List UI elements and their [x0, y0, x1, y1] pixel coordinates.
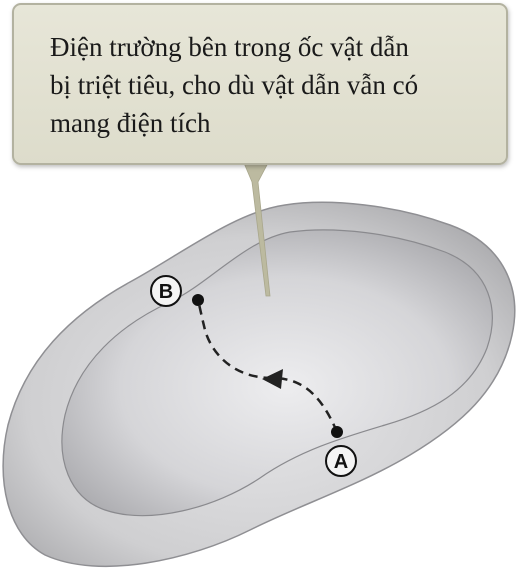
point-a-label-circle [325, 445, 357, 477]
point-b-label: B [159, 281, 173, 303]
callout-line-2: bị triệt tiêu, cho dù vật dẫn vẫn có [50, 70, 419, 100]
callout-line-3: mang điện tích [50, 108, 211, 138]
point-b-label-circle [150, 275, 182, 307]
path-a-to-b [196, 299, 339, 433]
path-arrowhead [262, 369, 283, 389]
point-a-label: A [334, 451, 348, 473]
point-a-dot [331, 426, 343, 438]
point-b-dot [192, 294, 204, 306]
callout-line-1: Điện trường bên trong ốc vật dẫn [50, 32, 409, 62]
callout-text: Điện trường bên trong ốc vật dẫn bị triệ… [50, 28, 500, 142]
callout-box [12, 3, 508, 165]
